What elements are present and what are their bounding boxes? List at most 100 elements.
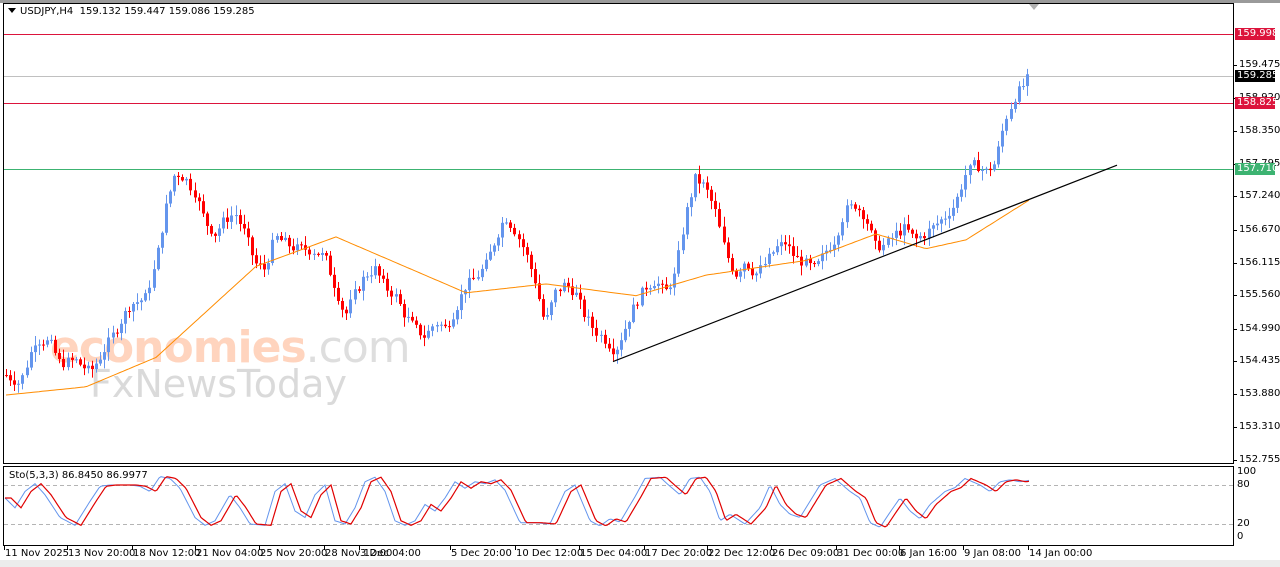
bull-candle <box>554 289 557 303</box>
bull-candle <box>739 271 742 277</box>
time-tick: 10 Dec 12:00 <box>516 548 584 559</box>
bull-candle <box>452 319 455 327</box>
bear-candle <box>809 258 812 264</box>
bull-candle <box>34 345 37 353</box>
bull-candle <box>112 332 115 338</box>
price-tick: 159.475 <box>1239 59 1280 70</box>
bull-candle <box>124 311 127 324</box>
bull-candle <box>468 277 471 291</box>
bear-candle <box>255 255 258 264</box>
bear-candle <box>813 263 816 265</box>
bear-candle <box>54 339 57 353</box>
stochastic-panel[interactable] <box>3 466 1234 546</box>
bull-candle <box>395 294 398 297</box>
bull-candle <box>354 289 357 300</box>
bear-candle <box>42 344 45 346</box>
bear-candle <box>595 327 598 336</box>
bear-candle <box>911 229 914 234</box>
bull-candle <box>427 330 430 338</box>
bear-candle <box>206 213 209 226</box>
bear-candle <box>308 249 311 255</box>
bull-candle <box>632 304 635 323</box>
bull-candle <box>185 178 188 181</box>
bear-candle <box>419 324 422 336</box>
bear-candle <box>378 266 381 276</box>
bull-candle <box>165 203 168 233</box>
bull-candle <box>136 302 139 304</box>
bull-candle <box>882 244 885 251</box>
bull-candle <box>981 169 984 171</box>
bull-candle <box>895 230 898 238</box>
bull-candle <box>825 250 828 254</box>
bull-candle <box>87 365 90 369</box>
bear-candle <box>341 300 344 310</box>
bear-candle <box>415 320 418 325</box>
bull-candle <box>768 253 771 264</box>
bull-candle <box>702 182 705 184</box>
bull-candle <box>653 286 656 289</box>
bear-candle <box>522 239 525 248</box>
current-price-badge: 159.285 <box>1235 70 1279 83</box>
bull-candle <box>21 375 24 384</box>
bear-candle <box>604 334 607 344</box>
time-tick: 22 Dec 12:00 <box>708 548 776 559</box>
bull-candle <box>1014 101 1017 110</box>
bear-candle <box>382 275 385 279</box>
stochastic-tick: 20 <box>1237 518 1250 529</box>
bear-candle <box>300 244 303 246</box>
bull-candle <box>833 244 836 250</box>
bull-candle <box>296 244 299 251</box>
bull-candle <box>973 160 976 166</box>
bull-candle <box>587 316 590 318</box>
price-tick: 155.560 <box>1239 289 1280 301</box>
price-tick: 152.755 <box>1239 454 1280 465</box>
bear-candle <box>194 190 197 198</box>
bull-candle <box>407 316 410 318</box>
bull-candle <box>1005 118 1008 131</box>
bull-candle <box>616 349 619 355</box>
bear-candle <box>9 375 12 381</box>
bear-candle <box>862 210 865 220</box>
bull-candle <box>772 252 775 254</box>
bull-candle <box>75 359 78 361</box>
bull-candle <box>743 263 746 272</box>
stochastic-label: Sto(5,3,3) 86.8450 86.9977 <box>9 470 148 481</box>
bear-candle <box>181 177 184 181</box>
bull-candle <box>755 273 758 276</box>
bull-candle <box>694 174 697 198</box>
bear-candle <box>5 375 8 377</box>
price-tick: 156.670 <box>1239 223 1280 235</box>
time-tick: 21 Nov 04:00 <box>196 548 264 559</box>
trendline <box>612 164 1118 363</box>
bear-candle <box>784 242 787 245</box>
support-1-badge: 157.710 <box>1235 162 1279 175</box>
bear-candle <box>128 311 131 313</box>
bear-candle <box>403 304 406 318</box>
bull-candle <box>1022 86 1025 88</box>
bull-candle <box>485 259 488 269</box>
price-tick: 158.920 <box>1239 92 1280 103</box>
bear-candle <box>263 263 266 270</box>
bear-candle <box>472 277 475 279</box>
bear-candle <box>526 247 529 255</box>
bull-candle <box>17 383 20 385</box>
bull-candle <box>682 234 685 251</box>
bear-candle <box>854 204 857 209</box>
bear-candle <box>583 299 586 318</box>
bull-candle <box>850 204 853 206</box>
bull-candle <box>50 339 53 341</box>
time-tick: 28 Nov 12:00 <box>325 548 393 559</box>
bull-candle <box>374 266 377 276</box>
bear-candle <box>731 258 734 272</box>
resistance-2-badge: 159.998 <box>1235 28 1279 41</box>
bear-candle <box>386 278 389 291</box>
bear-candle <box>870 223 873 231</box>
dropdown-triangle-icon[interactable] <box>8 8 16 13</box>
bull-candle <box>370 275 373 277</box>
bull-candle <box>267 263 270 270</box>
bull-candle <box>157 247 160 270</box>
chart-shift-marker-icon[interactable] <box>1029 4 1039 10</box>
bull-candle <box>649 288 652 290</box>
bear-candle <box>247 228 250 238</box>
